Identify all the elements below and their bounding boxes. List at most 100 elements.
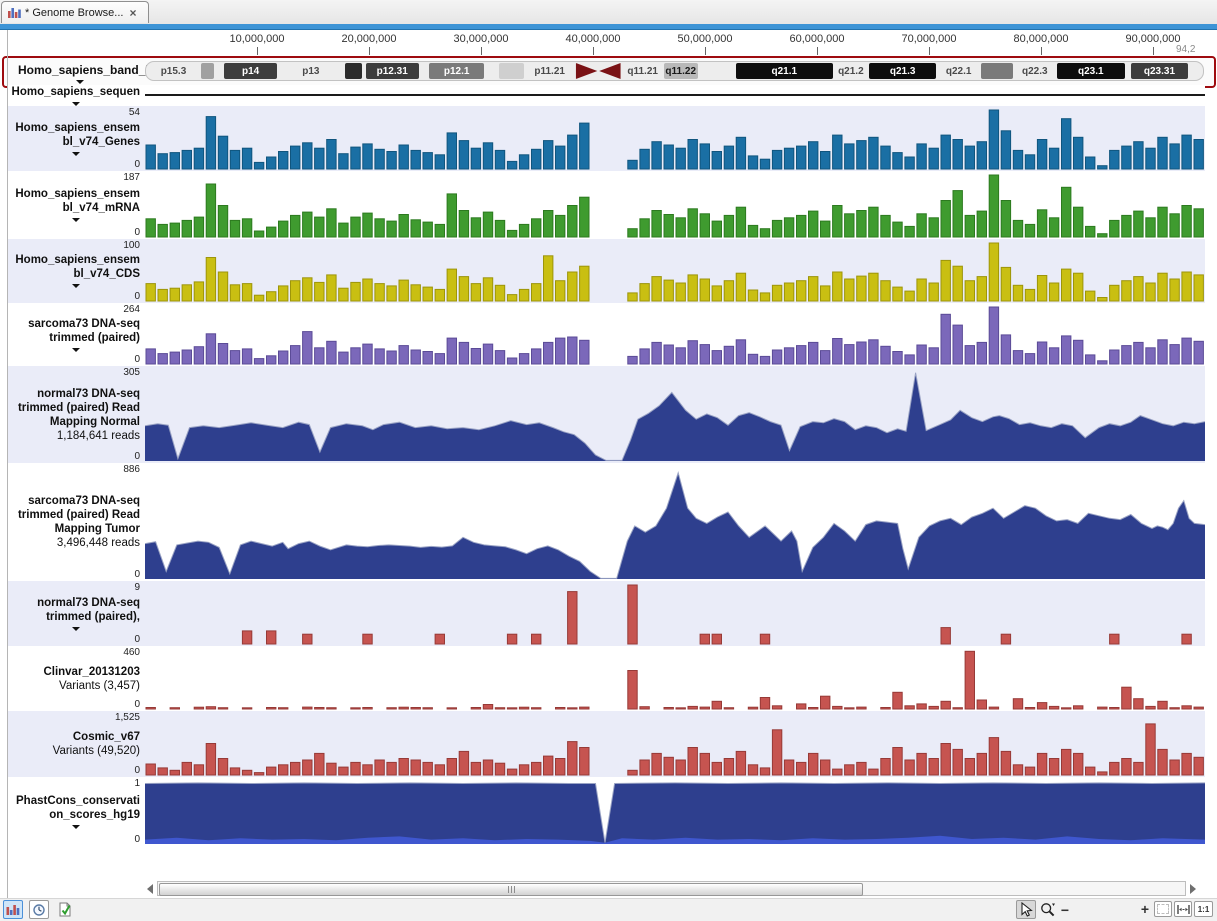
track-chart-genes[interactable] bbox=[145, 106, 1205, 171]
band-q23.31[interactable]: q23.31 bbox=[1130, 63, 1188, 79]
tab-close-icon[interactable]: × bbox=[129, 5, 137, 20]
track-options-caret[interactable] bbox=[72, 348, 80, 352]
band-p11.21[interactable]: p11.21 bbox=[534, 65, 565, 77]
ruler-tick-label: 40,000,000 bbox=[565, 33, 621, 45]
track-options-caret[interactable] bbox=[72, 152, 80, 156]
zoom-in-button[interactable]: + bbox=[1140, 901, 1150, 917]
track-chart-cds[interactable] bbox=[145, 239, 1205, 303]
track-label-mrna[interactable]: 187 0 Homo_sapiens_ensem bl_v74_mRNA bbox=[8, 171, 145, 239]
track-label-cds[interactable]: 100 0 Homo_sapiens_ensem bl_v74_CDS bbox=[8, 239, 145, 303]
band-q11.21[interactable]: q11.21 bbox=[627, 65, 658, 77]
band-p12.31[interactable]: p12.31 bbox=[365, 63, 419, 79]
band-gray[interactable] bbox=[980, 63, 1013, 79]
ruler-tick-mark bbox=[257, 47, 258, 55]
track-row-clinvar: 460 0 Clinvar_20131203 Variants (3,457) bbox=[8, 646, 1205, 711]
zoom-100-button[interactable]: 1:1 bbox=[1194, 901, 1213, 917]
track-min-value: 0 bbox=[134, 291, 140, 302]
zoom-tool-button[interactable] bbox=[1038, 900, 1058, 919]
track-options-caret[interactable] bbox=[72, 627, 80, 631]
band-p15.3[interactable]: p15.3 bbox=[160, 65, 187, 77]
track-chart-cosmic[interactable] bbox=[145, 711, 1205, 777]
band-light[interactable] bbox=[498, 63, 525, 79]
band-dark2[interactable] bbox=[344, 63, 362, 79]
track-options-caret[interactable] bbox=[72, 825, 80, 829]
band-q23.1[interactable]: q23.1 bbox=[1056, 63, 1125, 79]
track-name: sarcoma73 DNA-seq trimmed (paired) bbox=[28, 318, 140, 344]
track-min-value: 0 bbox=[134, 765, 140, 776]
fit-width-button[interactable] bbox=[1174, 901, 1192, 917]
tab-genome-browser[interactable]: * Genome Browse... × bbox=[1, 1, 149, 23]
magnifier-icon bbox=[1041, 902, 1055, 916]
horizontal-scrollbar-thumb[interactable] bbox=[159, 883, 863, 896]
track-label-cosmic[interactable]: 1,525 0 Cosmic_v67 Variants (49,520) bbox=[8, 711, 145, 777]
track-chart-sequence[interactable] bbox=[145, 85, 1205, 106]
track-min-value: 0 bbox=[134, 569, 140, 580]
ruler-tick-label: 80,000,000 bbox=[1013, 33, 1069, 45]
horizontal-scrollbar-track[interactable] bbox=[157, 881, 1186, 896]
band-p12.1[interactable]: p12.1 bbox=[429, 63, 485, 79]
view-tracks-button[interactable] bbox=[3, 900, 23, 919]
zoom-out-button[interactable]: − bbox=[1060, 902, 1070, 918]
track-row-normal-mapping: 305 0 normal73 DNA-seq trimmed (paired) Rea… bbox=[8, 366, 1205, 463]
ruler-end-label: 94,2 bbox=[1176, 44, 1196, 55]
track-options-caret[interactable] bbox=[72, 284, 80, 288]
track-min-value: 0 bbox=[134, 354, 140, 365]
element-info-button[interactable] bbox=[55, 900, 75, 919]
band-q21.2[interactable]: q21.2 bbox=[838, 65, 864, 77]
track-label-phastcons[interactable]: 1 0 PhastCons_conservati on_scores_hg19 bbox=[8, 777, 145, 846]
band-p13[interactable]: p13 bbox=[302, 65, 320, 77]
track-max-value: 1,525 bbox=[114, 712, 140, 723]
ruler-tick-label: 10,000,000 bbox=[229, 33, 285, 45]
track-name: sarcoma73 DNA-seq trimmed (paired) Read Ma… bbox=[17, 495, 140, 549]
track-label-sequence[interactable]: Homo_sapiens_sequen bbox=[8, 85, 145, 106]
track-chart-clinvar[interactable] bbox=[145, 646, 1205, 711]
chromosome-ideogram[interactable]: p15.3 p14 p13 p12.31 p12.1 p11.21 q11.21 q11.22… bbox=[145, 61, 1204, 81]
band-q21.1[interactable]: q21.1 bbox=[735, 63, 833, 79]
track-max-value: 305 bbox=[123, 367, 140, 378]
band-centromere[interactable] bbox=[575, 63, 622, 79]
band-p14[interactable]: p14 bbox=[224, 63, 278, 79]
track-label-clinvar[interactable]: 460 0 Clinvar_20131203 Variants (3,457) bbox=[8, 646, 145, 711]
track-label-ideogram[interactable]: Homo_sapiens_band_h bbox=[18, 63, 153, 77]
tab-bar: * Genome Browse... × bbox=[0, 0, 1217, 24]
track-chart-mrna[interactable] bbox=[145, 171, 1205, 239]
zoom-to-selection-button[interactable] bbox=[1154, 901, 1172, 917]
band-q21.3[interactable]: q21.3 bbox=[868, 63, 937, 79]
track-min-value: 0 bbox=[134, 159, 140, 170]
band-q22.1[interactable]: q22.1 bbox=[945, 65, 972, 77]
scroll-right-arrow[interactable] bbox=[1190, 884, 1196, 894]
band-mid[interactable] bbox=[200, 63, 214, 79]
track-options-caret[interactable] bbox=[72, 102, 80, 106]
track-options-caret[interactable] bbox=[72, 218, 80, 222]
ruler-tick-label: 70,000,000 bbox=[901, 33, 957, 45]
ruler-tick-mark bbox=[705, 47, 706, 55]
ruler-tick-mark bbox=[481, 47, 482, 55]
track-chart-icon bbox=[6, 905, 20, 915]
track-max-value: 264 bbox=[123, 304, 140, 315]
track-chart-tumor-mapping[interactable] bbox=[145, 463, 1205, 581]
track-chart-normal-variants[interactable] bbox=[145, 581, 1205, 646]
track-name: PhastCons_conservati on_scores_hg19 bbox=[16, 795, 140, 821]
ideogram-selection-box[interactable]: Homo_sapiens_band_h p15.3 p14 p13 p12.31 p12… bbox=[2, 56, 1216, 88]
track-row-cosmic: 1,525 0 Cosmic_v67 Variants (49,520) bbox=[8, 711, 1205, 777]
ruler-tick-mark bbox=[369, 47, 370, 55]
track-label-normal-variants[interactable]: 9 0 normal73 DNA-seq trimmed (paired), bbox=[8, 581, 145, 646]
track-label-tumor-mapping[interactable]: 886 0 sarcoma73 DNA-seq trimmed (paired) Re… bbox=[8, 463, 145, 581]
track-label-genes[interactable]: 54 0 Homo_sapiens_ensem bl_v74_Genes bbox=[8, 106, 145, 171]
track-label-sarcoma-coverage[interactable]: 264 0 sarcoma73 DNA-seq trimmed (paired) bbox=[8, 303, 145, 366]
track-max-value: 9 bbox=[134, 582, 140, 593]
band-q11.22[interactable]: q11.22 bbox=[663, 63, 698, 79]
track-chart-sarcoma-coverage[interactable] bbox=[145, 303, 1205, 366]
track-chart-normal-mapping[interactable] bbox=[145, 366, 1205, 463]
track-chart-phastcons[interactable] bbox=[145, 777, 1205, 846]
panel-divider bbox=[7, 30, 8, 898]
track-row-mrna: 187 0 Homo_sapiens_ensem bl_v74_mRNA bbox=[8, 171, 1205, 239]
track-name: Cosmic_v67 Variants (49,520) bbox=[52, 731, 140, 757]
scroll-left-arrow[interactable] bbox=[147, 884, 153, 894]
pointer-tool-button[interactable] bbox=[1016, 900, 1036, 919]
track-label-normal-mapping[interactable]: 305 0 normal73 DNA-seq trimmed (paired) Rea… bbox=[8, 366, 145, 463]
history-button[interactable] bbox=[29, 900, 49, 919]
band-q22.3[interactable]: q22.3 bbox=[1021, 65, 1048, 77]
ruler-tick-label: 20,000,000 bbox=[341, 33, 397, 45]
track-options-caret[interactable] bbox=[76, 80, 84, 84]
